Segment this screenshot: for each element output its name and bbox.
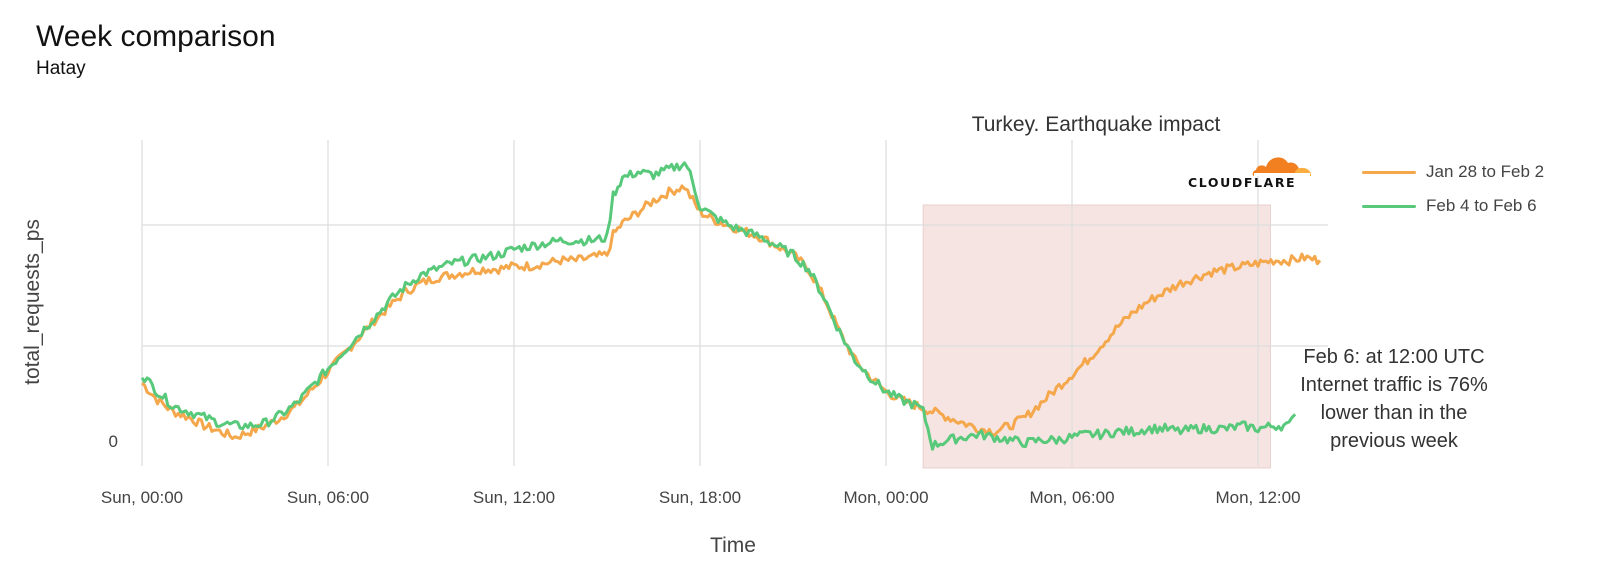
series-line-current-week [140,161,1297,451]
impact-highlight-region [922,204,1271,469]
legend-item-current-week[interactable]: Feb 4 to Feb 6 [1362,189,1598,223]
chart-subtitle: Hatay [36,58,86,79]
annotation-line: previous week [1330,430,1458,452]
y-tick-label: 0 [109,432,118,451]
x-tick-label: Mon, 06:00 [1029,488,1114,507]
legend-label: Jan 28 to Feb 2 [1426,162,1545,181]
x-tick-label: Sun, 06:00 [287,488,369,507]
x-axis-label: Time [710,534,756,557]
cloudflare-logo: CLOUDFLARE [1186,144,1320,194]
y-axis-label: total_requests_ps [21,219,44,385]
annotation-line: Feb 6: at 12:00 UTC [1303,346,1485,368]
cloudflare-wordmark: CLOUDFLARE [1188,175,1297,190]
x-tick-label: Sun, 18:00 [659,488,741,507]
annotation-line: Internet traffic is 76% [1300,374,1488,396]
chart-title: Week comparison [36,20,276,53]
legend-label: Feb 4 to Feb 6 [1426,196,1537,215]
cloudflare-cloud-icon [1252,157,1311,176]
chart-legend: Jan 28 to Feb 2 Feb 4 to Feb 6 [1362,155,1598,223]
x-tick-label: Sun, 12:00 [473,488,555,507]
x-tick-label: Mon, 12:00 [1215,488,1300,507]
legend-swatch-green [1362,204,1416,208]
x-tick-label: Sun, 00:00 [101,488,183,507]
legend-item-previous-week[interactable]: Jan 28 to Feb 2 [1362,155,1598,189]
x-axis-tick-labels: Sun, 00:00 Sun, 06:00 Sun, 12:00 Sun, 18:00… [101,488,1301,507]
plot-title: Turkey. Earthquake impact [972,113,1221,136]
x-tick-label: Mon, 00:00 [843,488,928,507]
traffic-drop-annotation: Feb 6: at 12:00 UTC Internet traffic is … [1272,343,1516,455]
legend-swatch-orange [1362,170,1416,174]
series-layer [140,161,1322,451]
annotation-line: lower than in the [1320,402,1468,424]
y-axis-tick-labels: 0 [109,432,118,451]
